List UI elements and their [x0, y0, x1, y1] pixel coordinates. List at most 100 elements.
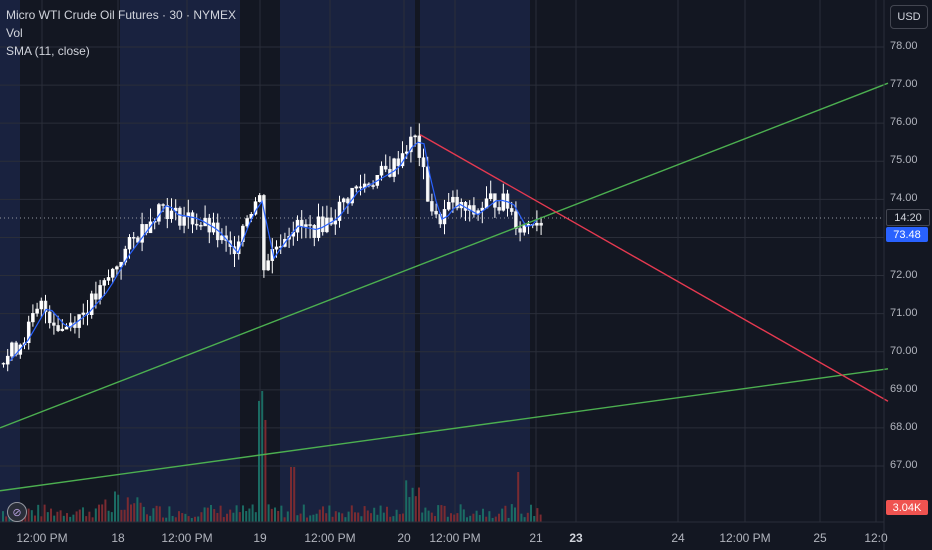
candle-body	[413, 135, 417, 138]
volume-bar	[158, 506, 161, 522]
volume-bar	[338, 512, 340, 522]
candle-body	[64, 326, 69, 330]
time-tick-label: 21	[529, 531, 543, 545]
volume-bar	[232, 512, 235, 522]
candle-body	[140, 224, 144, 243]
volume-bar	[434, 516, 436, 522]
candle-body	[102, 280, 107, 286]
candle-body	[5, 355, 10, 365]
candle-body	[316, 216, 321, 238]
volume-bar	[302, 504, 305, 522]
volume-bar	[277, 510, 280, 522]
volume-bar	[370, 513, 372, 522]
volume-bar	[459, 504, 462, 522]
chart-legend: Micro WTI Crude Oil Futures · 30 · NYMEX…	[6, 6, 236, 60]
time-tick-label: 12:00 PM	[429, 531, 481, 545]
volume-bar	[181, 513, 184, 522]
volume-bar	[101, 504, 104, 522]
volume-bar	[213, 509, 216, 522]
volume-bar	[507, 517, 510, 522]
tradingview-logo-icon[interactable]: ⊘	[7, 502, 27, 522]
candle-body	[396, 158, 401, 167]
volume-bar	[421, 512, 424, 522]
volume-bar	[66, 513, 68, 522]
volume-bar	[130, 504, 132, 522]
volume-bar	[306, 517, 308, 522]
candle-body	[81, 312, 86, 315]
volume-bar	[152, 508, 155, 522]
candle-body	[161, 204, 165, 206]
candle-body	[131, 237, 136, 239]
volume-bar	[485, 516, 488, 522]
time-tick-label: 12:00 PM	[16, 531, 68, 545]
volume-bar	[229, 509, 232, 522]
volume-bar	[123, 509, 126, 522]
candle-body	[115, 266, 119, 270]
volume-bar	[197, 516, 200, 522]
volume-bar	[440, 505, 443, 522]
volume-bar	[418, 487, 420, 522]
volume-bar	[334, 511, 337, 522]
volume-bar	[354, 512, 356, 522]
volume-bar	[408, 497, 411, 522]
volume-bar	[376, 514, 379, 522]
trendline-lower	[0, 368, 889, 492]
volume-bar	[453, 514, 456, 522]
candle-body	[220, 235, 224, 241]
symbol-title[interactable]: Micro WTI Crude Oil Futures · 30 · NYMEX	[6, 8, 237, 22]
volume-bar	[104, 499, 107, 522]
volume-bar	[341, 513, 344, 522]
volume-bar	[325, 513, 328, 522]
candle-body	[31, 313, 35, 323]
volume-bar	[504, 505, 507, 522]
volume-bar	[382, 512, 385, 522]
sma-indicator-label[interactable]: SMA (11, close)	[6, 44, 90, 58]
volume-bar	[270, 508, 273, 522]
price-tick-label: 76.00	[890, 116, 918, 129]
volume-bar	[43, 504, 46, 522]
volume-indicator-label[interactable]: Vol	[6, 26, 23, 40]
volume-bar	[72, 514, 75, 522]
candle-body	[409, 136, 413, 153]
volume-bar	[142, 506, 145, 522]
volume-bar	[373, 507, 376, 522]
volume-bar	[187, 516, 190, 522]
volume-bar	[379, 505, 382, 522]
candle-body	[199, 225, 203, 227]
currency-button[interactable]: USD	[890, 5, 928, 29]
volume-bar	[514, 507, 516, 522]
candle-body	[371, 185, 375, 187]
candle-body	[47, 311, 52, 324]
volume-bar	[133, 503, 136, 522]
session-band	[120, 0, 240, 522]
volume-bar	[34, 515, 36, 522]
candle-body	[518, 228, 522, 233]
volume-bar	[155, 505, 158, 522]
candle-body	[425, 166, 430, 202]
volume-bar	[75, 511, 78, 522]
volume-bar	[184, 513, 187, 522]
volume-bar	[446, 516, 449, 522]
volume-bar	[110, 512, 113, 522]
volume-bar	[357, 512, 360, 522]
volume-bar	[328, 505, 331, 522]
volume-bar	[82, 507, 84, 522]
price-tick-label: 78.00	[890, 40, 918, 52]
time-tick-label: 12:00 PM	[161, 531, 213, 545]
candle-body	[106, 277, 111, 281]
volume-bar	[50, 508, 52, 522]
volume-bar	[194, 516, 196, 522]
trendline-resistance	[419, 134, 889, 402]
volume-bar	[248, 508, 251, 522]
volume-bar	[165, 517, 168, 522]
candle-body	[127, 237, 132, 250]
volume-bar	[398, 514, 401, 522]
volume-bar	[46, 512, 49, 522]
volume-bar	[40, 516, 43, 522]
candle-body	[509, 208, 514, 212]
volume-bar	[2, 511, 4, 522]
time-tick-label: 19	[253, 531, 267, 545]
volume-bar	[389, 516, 392, 522]
candle-body	[89, 293, 94, 315]
